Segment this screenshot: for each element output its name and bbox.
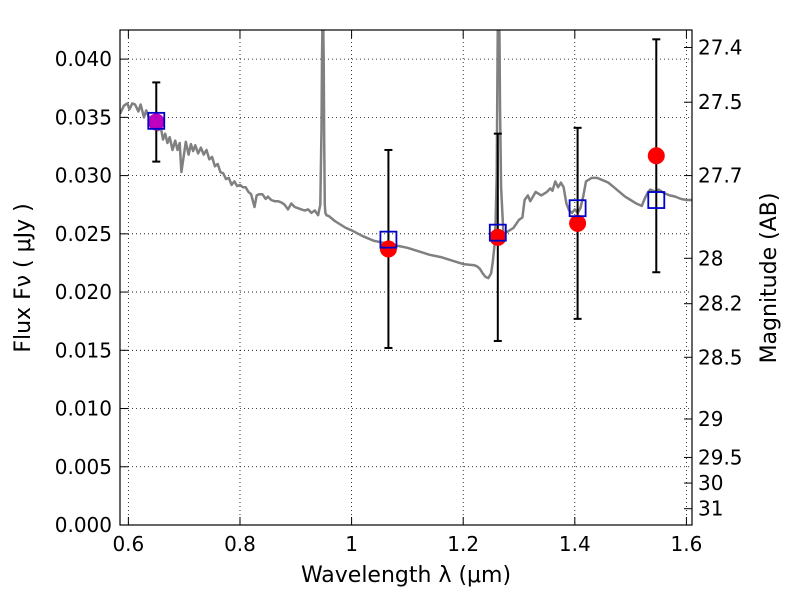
model-point-square (379, 230, 398, 249)
x-tick-label: 1.4 (559, 532, 591, 556)
x-tick-label: 1 (345, 532, 358, 556)
y2-tick-label: 27.4 (698, 35, 743, 59)
spectrum-line (120, 30, 692, 280)
y-tick-label: 0.000 (55, 513, 112, 537)
y2-tick-label: 31 (698, 497, 723, 521)
y-tick-label: 0.035 (55, 105, 112, 129)
data-point-circle (379, 240, 397, 258)
x-axis-label: Wavelength λ (μm) (301, 563, 511, 588)
x-tick-label: 1.6 (671, 532, 703, 556)
plot-background (120, 30, 692, 525)
y2-tick-label: 27.7 (698, 164, 743, 188)
x-tick-label: 0.8 (224, 532, 256, 556)
y2-tick-label: 29.5 (698, 445, 743, 469)
y-tick-label: 0.040 (55, 47, 112, 71)
data-point-circle (489, 228, 507, 246)
y2-tick-label: 30 (698, 471, 723, 495)
y2-tick-label: 29 (698, 407, 723, 431)
plot-frame (119, 29, 693, 526)
x-tick-label: 0.6 (112, 532, 144, 556)
y-tick-label: 0.010 (55, 397, 112, 421)
data-point-circle (147, 113, 165, 131)
axis-ticks: 0.6 0.8 1 1.2 1.4 1.6 0.000 0.005 0.010 0.015 0.02… (55, 30, 743, 556)
model-point-square (488, 223, 507, 242)
y2-tick-label: 28 (698, 246, 723, 270)
y2-tick-label: 28.5 (698, 345, 743, 369)
y-axis-label: Flux Fν ( μJy ) (11, 203, 36, 352)
data-marks (120, 30, 692, 349)
y2-axis-label: Magnitude (AB) (757, 193, 782, 364)
model-point-square (647, 191, 666, 209)
model-point-square (568, 199, 587, 218)
data-point-circle (569, 214, 587, 232)
x-tick-label: 1.2 (447, 532, 479, 556)
data-point-circle (647, 147, 665, 165)
y-tick-label: 0.025 (55, 222, 112, 246)
y-tick-label: 0.020 (55, 280, 112, 304)
y-tick-label: 0.015 (55, 338, 112, 362)
y-tick-label: 0.005 (55, 455, 112, 479)
y2-tick-label: 27.5 (698, 90, 743, 114)
y-tick-label: 0.030 (55, 164, 112, 188)
y2-tick-label: 28.2 (698, 292, 743, 316)
model-point-square (147, 111, 166, 130)
